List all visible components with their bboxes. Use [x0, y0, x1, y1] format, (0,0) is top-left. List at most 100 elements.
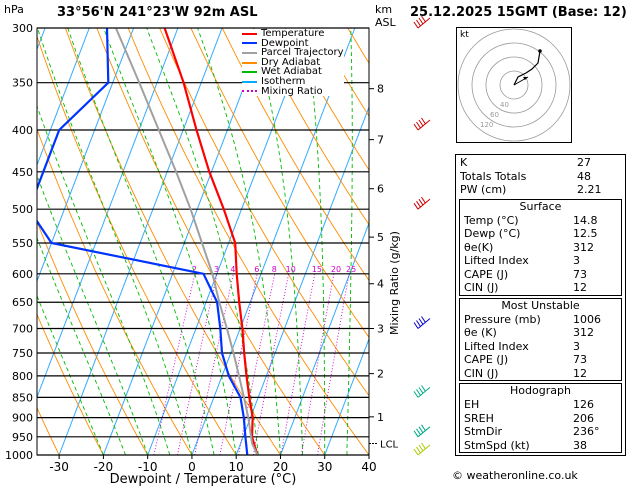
wind-barb	[413, 385, 431, 398]
index-row: Totals Totals 48	[456, 170, 625, 184]
mixing-ratio-axis-label: Mixing Ratio (g/kg)	[388, 231, 401, 335]
km-tick-label: 4	[377, 278, 384, 291]
legend-label: Isotherm	[261, 75, 306, 87]
hodo-ring	[485, 56, 543, 114]
index-value: 3	[573, 254, 580, 267]
mixing-ratio-line	[252, 273, 290, 455]
index-row: Dewp (°C) 12.5	[460, 227, 621, 241]
legend-swatch	[242, 80, 257, 83]
wind-barb	[413, 424, 431, 438]
index-value: 12	[573, 281, 587, 294]
profiles	[37, 28, 259, 455]
wet-adiabat-line	[346, 28, 353, 455]
pressure-tick-label: 800	[12, 370, 33, 383]
pressure-tick-label: 400	[12, 124, 33, 137]
plot-frame	[36, 27, 370, 456]
index-name: Pressure (mb)	[464, 312, 541, 326]
index-name: CIN (J)	[464, 366, 499, 380]
index-name: StmSpd (kt)	[464, 438, 530, 452]
km-tick-label: 1	[377, 411, 384, 424]
mixing-ratio-label: 6	[254, 265, 259, 274]
wind-barbs	[413, 15, 431, 456]
index-value: 48	[577, 169, 591, 183]
lcl-label: LCL	[380, 439, 399, 450]
pressure-tick-label: 500	[12, 203, 33, 216]
profile-parcel-trajectory	[114, 28, 259, 455]
mixing-ratio-label: 25	[346, 265, 356, 274]
km-tick-label: 8	[377, 83, 384, 96]
km-tick-label: 3	[377, 323, 384, 336]
isotherm-line	[102, 28, 267, 455]
legend-item: Wet Adiabat	[242, 67, 344, 77]
isotherm-line	[191, 28, 356, 455]
x-tick-label: 10	[229, 460, 244, 474]
mixing-ratio-label: 15	[312, 265, 322, 274]
mixing-ratio-line	[280, 273, 316, 455]
mixing-ratio-label: 2	[192, 265, 197, 274]
index-row: EH 126	[460, 398, 621, 412]
isotherm-line	[147, 28, 312, 455]
unstable-title: Most Unstable	[501, 298, 580, 312]
pressure-tick-label: 350	[12, 77, 33, 90]
wind-barb	[413, 442, 431, 456]
mixing-ratio-label: 20	[331, 265, 341, 274]
index-row: Lifted Index 3	[460, 340, 621, 354]
legend-swatch	[242, 90, 257, 93]
wet-adiabat-line	[252, 28, 304, 455]
index-row: CAPE (J) 73	[460, 268, 621, 282]
hodo-trace	[513, 50, 541, 86]
wind-barb	[413, 316, 431, 329]
legend-label: Wet Adiabat	[261, 66, 322, 78]
isotherm-line	[0, 28, 1, 455]
legend: Temperature Dewpoint Parcel Trajectory Dry …	[242, 28, 344, 97]
index-value: 126	[573, 398, 594, 411]
pressure-tick-label: 900	[12, 412, 33, 425]
index-name: Temp (°C)	[464, 213, 519, 227]
pressure-tick-label: 450	[12, 166, 33, 179]
hodo-arrow	[523, 77, 528, 80]
index-value: 12	[573, 366, 587, 380]
mixing-ratio-line	[153, 273, 196, 455]
km-tick-label: 5	[377, 231, 384, 244]
index-name: CIN (J)	[464, 281, 499, 294]
index-value: 73	[573, 267, 587, 281]
mixing-ratio-line	[176, 273, 218, 455]
axes: 3003504004505005506006507007508008509009…	[5, 22, 401, 486]
index-name: θe(K)	[464, 240, 494, 254]
x-tick-label: 20	[273, 460, 288, 474]
isotherm-line	[280, 221, 369, 455]
index-name: SREH	[464, 411, 494, 425]
legend-label: Temperature	[261, 28, 325, 39]
pressure-tick-label: 600	[12, 268, 33, 281]
x-tick-label: -20	[94, 460, 114, 474]
pressure-tick-label: 700	[12, 323, 33, 336]
index-name: θe (K)	[464, 326, 497, 339]
pressure-tick-label: 850	[12, 391, 33, 404]
km-tick-label: 6	[377, 183, 384, 196]
index-name: StmDir	[464, 425, 503, 438]
dry-adiabat-line	[37, 313, 104, 455]
dry-adiabat-line	[37, 406, 60, 455]
mixing-ratio-line	[300, 273, 335, 455]
index-value: 12.5	[573, 227, 598, 240]
legend-swatch	[242, 61, 257, 64]
index-row: θe(K) 312	[460, 241, 621, 255]
hodograph-title: Hodograph	[510, 384, 571, 397]
location-title: 33°56'N 241°23'W 92m ASL	[57, 5, 258, 20]
profile-temperature	[163, 28, 259, 455]
pressure-tick-label: 550	[12, 237, 33, 250]
isotherm-line	[58, 28, 223, 455]
wind-barb	[413, 117, 431, 131]
units-hpa: hPa	[4, 3, 24, 16]
mixing-ratio-label: 10	[286, 265, 296, 274]
legend-label: Dry Adiabat	[261, 56, 321, 68]
legend-item: Dry Adiabat	[242, 56, 344, 68]
index-value: 73	[573, 353, 587, 366]
index-value: 312	[573, 326, 594, 339]
datetime-title: 25.12.2025 15GMT (Base: 12)	[410, 5, 627, 20]
hodo-ring-label: 120	[480, 121, 493, 129]
index-value: 38	[573, 438, 587, 452]
isotherm-line	[37, 28, 135, 283]
